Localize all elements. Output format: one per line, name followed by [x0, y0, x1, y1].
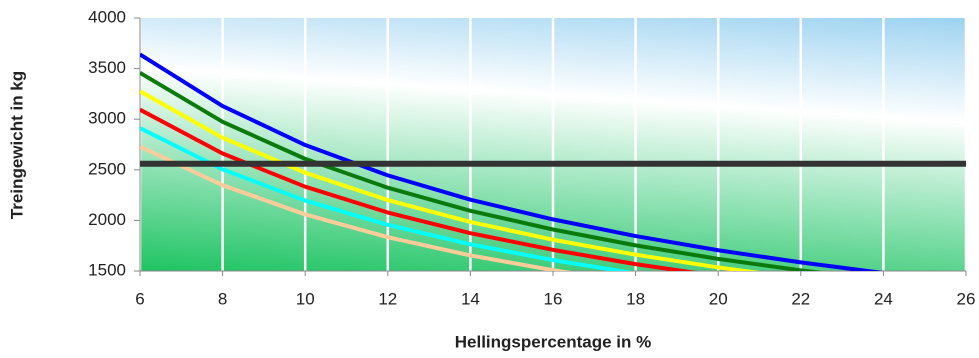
x-tick-label: 14	[461, 289, 480, 308]
series-line	[140, 144, 572, 271]
series-line	[140, 52, 884, 271]
x-tick-label: 8	[218, 289, 227, 308]
series-line	[140, 126, 634, 271]
y-axis-title: Treingewicht in kg	[7, 71, 26, 219]
y-tick-label: 3500	[88, 58, 126, 77]
y-tick-label: 4000	[88, 7, 126, 26]
y-tick-label: 3000	[88, 109, 126, 128]
y-tick-label: 1500	[88, 260, 126, 279]
x-tick-label: 6	[135, 289, 144, 308]
x-axis-title: Hellingspercentage in %	[455, 332, 652, 351]
x-tick-label: 12	[378, 289, 397, 308]
x-tick-label: 20	[709, 289, 728, 308]
x-tick-label: 26	[957, 289, 976, 308]
y-tick-label: 2500	[88, 159, 126, 178]
x-tick-label: 18	[626, 289, 645, 308]
x-tick-label: 10	[296, 289, 315, 308]
x-tick-label: 24	[874, 289, 893, 308]
series-line	[140, 107, 697, 271]
x-tick-label: 22	[791, 289, 810, 308]
lines	[140, 52, 966, 271]
series-line	[140, 71, 823, 271]
y-tick-label: 2000	[88, 210, 126, 229]
x-tick-label: 16	[544, 289, 563, 308]
